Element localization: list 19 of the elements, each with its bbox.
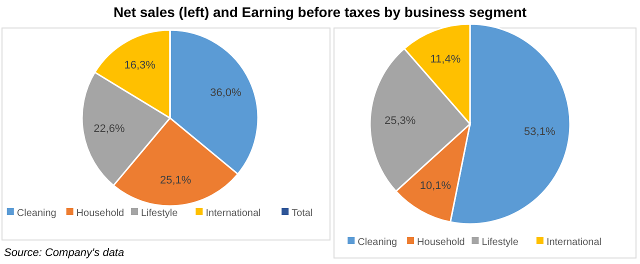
data-label: 11,4%: [430, 53, 461, 66]
data-label: 10,1%: [420, 180, 452, 192]
legend-label: Total: [292, 208, 313, 219]
legend-label: International: [206, 208, 261, 219]
data-label: 22,6%: [94, 123, 126, 136]
data-label: 25,1%: [160, 174, 192, 186]
data-label: 25,3%: [384, 114, 416, 127]
legend-label: Household: [76, 208, 124, 219]
data-label: 53,1%: [524, 126, 556, 138]
data-label: 36,0%: [210, 86, 242, 99]
source-note: Source: Company's data: [4, 247, 124, 259]
legend-label: International: [546, 237, 602, 248]
legend-label: Lifestyle: [482, 237, 519, 248]
data-label: 16,3%: [124, 59, 156, 72]
legend-label: Cleaning: [358, 237, 398, 248]
chart-title: Net sales (left) and Earning before taxes by business segment: [113, 4, 527, 20]
legend-label: Cleaning: [16, 208, 56, 219]
legend-label: Lifestyle: [141, 208, 178, 219]
legend-label: Household: [417, 237, 465, 248]
